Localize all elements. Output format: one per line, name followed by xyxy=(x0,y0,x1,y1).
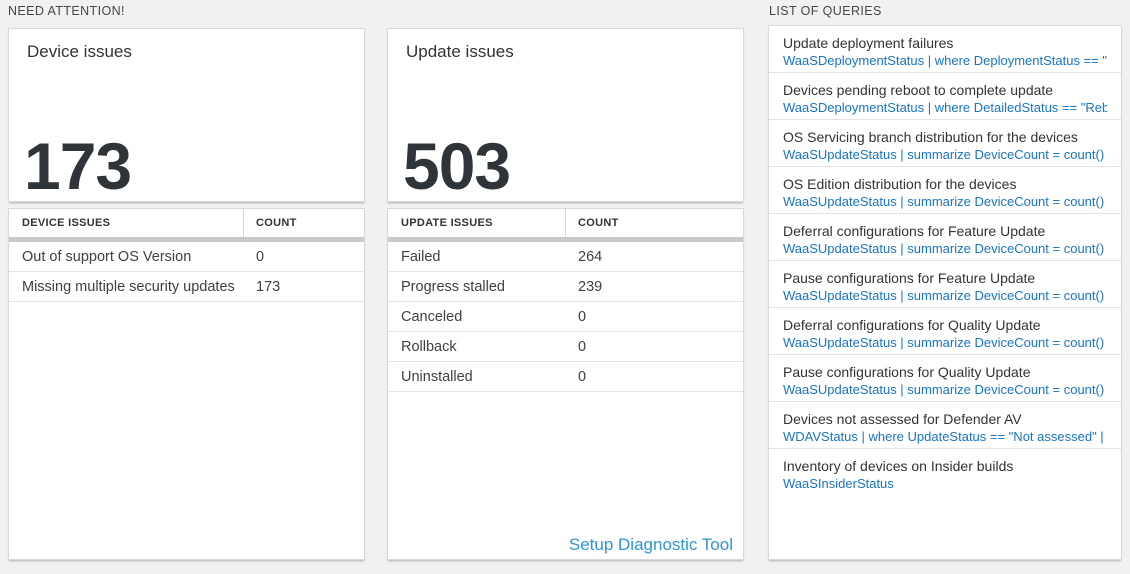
query-list-item[interactable]: Update deployment failures WaaSDeploymen… xyxy=(769,26,1121,73)
issue-cell: Progress stalled xyxy=(401,278,505,295)
query-title: Pause configurations for Quality Update xyxy=(783,364,1031,380)
query-list-item[interactable]: Pause configurations for Feature Update … xyxy=(769,261,1121,308)
query-text-link[interactable]: WaaSUpdateStatus | summarize DeviceCount… xyxy=(783,382,1107,397)
device-issues-tile[interactable]: Device issues 173 xyxy=(8,28,365,202)
issue-cell: Rollback xyxy=(401,338,457,355)
query-text-link[interactable]: WaaSUpdateStatus | summarize DeviceCount… xyxy=(783,288,1107,303)
issue-cell: Canceled xyxy=(401,308,463,325)
count-cell: 0 xyxy=(578,308,587,325)
table-header-row: DEVICE ISSUES COUNT xyxy=(9,209,364,237)
column-header-update-issues: UPDATE ISSUES xyxy=(388,209,566,237)
count-cell: 0 xyxy=(256,248,265,265)
query-text-link[interactable]: WaaSUpdateStatus | summarize DeviceCount… xyxy=(783,241,1107,256)
query-text-link[interactable]: WaaSUpdateStatus | summarize DeviceCount… xyxy=(783,194,1107,209)
query-text-link[interactable]: WaaSDeploymentStatus | where DetailedSta… xyxy=(783,100,1107,115)
query-list-item[interactable]: OS Servicing branch distribution for the… xyxy=(769,120,1121,167)
query-title: Deferral configurations for Quality Upda… xyxy=(783,317,1041,333)
query-text-link[interactable]: WaaSDeploymentStatus | where DeploymentS… xyxy=(783,53,1107,68)
update-issues-count: 503 xyxy=(403,129,511,203)
issue-cell: Uninstalled xyxy=(401,368,473,385)
header-separator-bar xyxy=(9,237,364,242)
issue-cell: Missing multiple security updates xyxy=(22,278,235,295)
query-list-item[interactable]: Inventory of devices on Insider builds W… xyxy=(769,449,1121,496)
query-list-item[interactable]: Deferral configurations for Quality Upda… xyxy=(769,308,1121,355)
query-list-item[interactable]: Pause configurations for Quality Update … xyxy=(769,355,1121,402)
setup-diagnostic-tool-link[interactable]: Setup Diagnostic Tool xyxy=(568,535,733,554)
update-issues-table: UPDATE ISSUES COUNT Failed 264 Progress … xyxy=(387,208,744,560)
header-separator-bar xyxy=(388,237,743,242)
tile-label: Device issues xyxy=(27,42,132,61)
query-list-item[interactable]: Deferral configurations for Feature Upda… xyxy=(769,214,1121,261)
query-title: Pause configurations for Feature Update xyxy=(783,270,1036,286)
list-of-queries-header: LIST OF QUERIES xyxy=(769,4,882,18)
column-header-count: COUNT xyxy=(256,217,297,229)
issue-cell: Out of support OS Version xyxy=(22,248,192,265)
table-row[interactable]: Rollback 0 xyxy=(388,332,743,362)
query-text-link[interactable]: WaaSUpdateStatus | summarize DeviceCount… xyxy=(783,147,1107,162)
count-cell: 264 xyxy=(578,248,603,265)
table-row[interactable]: Uninstalled 0 xyxy=(388,362,743,392)
query-list-item[interactable]: OS Edition distribution for the devices … xyxy=(769,167,1121,214)
table-row[interactable]: Failed 264 xyxy=(388,242,743,272)
issue-cell: Failed xyxy=(401,248,441,265)
query-title: Devices pending reboot to complete updat… xyxy=(783,82,1054,98)
table-row[interactable]: Out of support OS Version 0 xyxy=(9,242,364,272)
query-text-link[interactable]: WaaSInsiderStatus xyxy=(783,476,894,491)
need-attention-header: NEED ATTENTION! xyxy=(8,4,125,18)
table-row[interactable]: Progress stalled 239 xyxy=(388,272,743,302)
update-issues-tile[interactable]: Update issues 503 xyxy=(387,28,744,202)
device-issues-table: DEVICE ISSUES COUNT Out of support OS Ve… xyxy=(8,208,365,560)
query-title: Devices not assessed for Defender AV xyxy=(783,411,1022,427)
query-title: OS Servicing branch distribution for the… xyxy=(783,129,1078,145)
column-header-count: COUNT xyxy=(578,217,619,229)
device-issues-count: 173 xyxy=(24,129,132,203)
query-text-link[interactable]: WDAVStatus | where UpdateStatus == "Not … xyxy=(783,429,1107,444)
column-header-device-issues: DEVICE ISSUES xyxy=(9,209,244,237)
tile-label: Update issues xyxy=(406,42,514,61)
query-list-item[interactable]: Devices pending reboot to complete updat… xyxy=(769,73,1121,120)
count-cell: 0 xyxy=(578,338,587,355)
query-text-link[interactable]: WaaSUpdateStatus | summarize DeviceCount… xyxy=(783,335,1107,350)
count-cell: 173 xyxy=(256,278,281,295)
count-cell: 239 xyxy=(578,278,603,295)
list-of-queries-panel: Update deployment failures WaaSDeploymen… xyxy=(768,25,1122,560)
query-title: Inventory of devices on Insider builds xyxy=(783,458,1014,474)
query-title: Update deployment failures xyxy=(783,35,954,51)
query-list-item[interactable]: Devices not assessed for Defender AV WDA… xyxy=(769,402,1121,449)
table-row[interactable]: Missing multiple security updates 173 xyxy=(9,272,364,302)
table-row[interactable]: Canceled 0 xyxy=(388,302,743,332)
table-header-row: UPDATE ISSUES COUNT xyxy=(388,209,743,237)
query-title: OS Edition distribution for the devices xyxy=(783,176,1017,192)
query-title: Deferral configurations for Feature Upda… xyxy=(783,223,1046,239)
count-cell: 0 xyxy=(578,368,587,385)
